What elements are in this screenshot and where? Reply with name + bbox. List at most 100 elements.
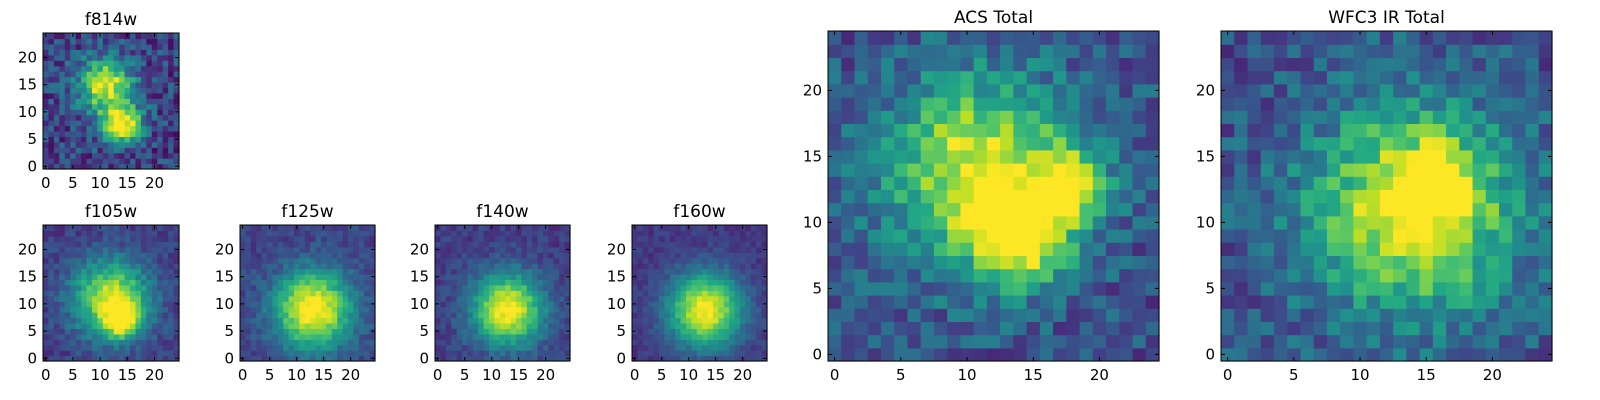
heatmap-cell	[135, 252, 142, 259]
heatmap-cell	[326, 355, 333, 362]
heatmap-cell	[756, 301, 763, 308]
heatmap-cell	[986, 163, 1001, 177]
heatmap-cell	[1039, 176, 1054, 190]
heatmap-cell	[483, 301, 490, 308]
heatmap-cell	[494, 306, 501, 313]
y-tick-label: 15	[215, 268, 234, 286]
heatmap-cell	[1119, 57, 1134, 72]
heatmap-cell	[675, 312, 682, 319]
heatmap-cell	[86, 87, 93, 94]
heatmap-cell	[499, 317, 506, 324]
heatmap-cell	[445, 344, 452, 351]
heatmap-cell	[894, 176, 909, 190]
heatmap-cell	[1326, 347, 1341, 362]
heatmap-cell	[102, 158, 109, 165]
heatmap-cell	[723, 301, 730, 308]
heatmap-cell	[151, 87, 158, 94]
axes-frame	[239, 224, 376, 362]
heatmap-cell	[59, 295, 66, 302]
heatmap-cell	[130, 339, 137, 346]
heatmap-cell	[632, 268, 638, 275]
heatmap-cell	[53, 350, 60, 357]
heatmap-cell	[1379, 268, 1394, 283]
heatmap-cell	[707, 306, 714, 313]
heatmap-cell	[854, 229, 869, 243]
heatmap-cell	[1353, 83, 1368, 98]
heatmap-cell	[1419, 176, 1434, 190]
heatmap-cell	[1446, 57, 1460, 72]
heatmap-cell	[70, 38, 77, 45]
heatmap-cell	[1326, 295, 1341, 309]
heatmap-cell	[456, 322, 463, 329]
heatmap-cell	[146, 152, 153, 159]
y-tick-label: 0	[224, 349, 234, 367]
heatmap-cell	[920, 215, 935, 230]
heatmap-cell	[135, 65, 142, 72]
heatmap-cell	[440, 279, 447, 286]
heatmap-cell	[1039, 110, 1054, 124]
heatmap-cell	[53, 333, 60, 340]
heatmap-cell	[467, 257, 474, 264]
heatmap-cell	[510, 328, 517, 335]
heatmap-cell	[499, 312, 506, 319]
heatmap-cell	[43, 147, 50, 154]
heatmap-cell	[960, 44, 975, 58]
heatmap-cell	[642, 241, 649, 248]
heatmap-cell	[140, 38, 147, 45]
heatmap-cell	[364, 295, 371, 302]
heatmap-cell	[81, 284, 88, 291]
heatmap-cell	[353, 344, 360, 351]
heatmap-cell	[680, 252, 687, 259]
heatmap-cell	[1525, 242, 1540, 256]
heatmap-cell	[1419, 202, 1434, 217]
heatmap-cell	[718, 284, 725, 291]
heatmap-cell	[669, 301, 676, 308]
heatmap-cell	[1260, 136, 1275, 151]
heatmap-cell	[108, 103, 115, 110]
heatmap-cell	[59, 38, 66, 45]
heatmap-cell	[369, 322, 376, 329]
heatmap-cell	[146, 257, 153, 264]
heatmap-cell	[1013, 295, 1028, 309]
heatmap-cell	[1234, 255, 1249, 270]
heatmap-cell	[1512, 83, 1527, 98]
heatmap-cell	[691, 339, 698, 346]
heatmap-cell	[828, 83, 842, 98]
heatmap-cell	[43, 339, 50, 346]
heatmap-cell	[140, 235, 147, 242]
heatmap-cell	[250, 235, 257, 242]
heatmap-cell	[108, 350, 115, 357]
heatmap-cell	[173, 130, 180, 137]
heatmap-cell	[637, 344, 644, 351]
heatmap-cell	[521, 252, 528, 259]
axes-frame	[827, 30, 1160, 362]
heatmap-cell	[718, 339, 725, 346]
heatmap-cell	[342, 355, 349, 362]
heatmap-cell	[986, 347, 1001, 362]
heatmap-cell	[1300, 242, 1315, 256]
heatmap-cell	[157, 225, 164, 232]
heatmap-cell	[854, 242, 869, 256]
heatmap-cell	[745, 257, 752, 264]
heatmap-cell	[240, 230, 246, 237]
heatmap-cell	[494, 355, 501, 362]
heatmap-cell	[686, 230, 692, 237]
heatmap-cell	[451, 312, 458, 319]
heatmap-cell	[841, 110, 856, 124]
heatmap-cell	[102, 268, 109, 275]
heatmap-cell	[1221, 281, 1235, 296]
heatmap-cell	[124, 295, 131, 302]
heatmap-cell	[1079, 242, 1094, 256]
heatmap-cell	[499, 355, 506, 362]
heatmap-cell	[456, 350, 463, 357]
heatmap-cell	[1221, 347, 1235, 362]
heatmap-cell	[483, 312, 490, 319]
heatmap-cell	[331, 279, 338, 286]
heatmap-cell	[81, 355, 88, 362]
heatmap-cell	[696, 252, 703, 259]
heatmap-cell	[516, 284, 522, 291]
heatmap-cell	[59, 141, 66, 148]
heatmap-cell	[1406, 44, 1421, 58]
heatmap-cell	[326, 263, 333, 270]
heatmap-cell	[261, 317, 268, 324]
